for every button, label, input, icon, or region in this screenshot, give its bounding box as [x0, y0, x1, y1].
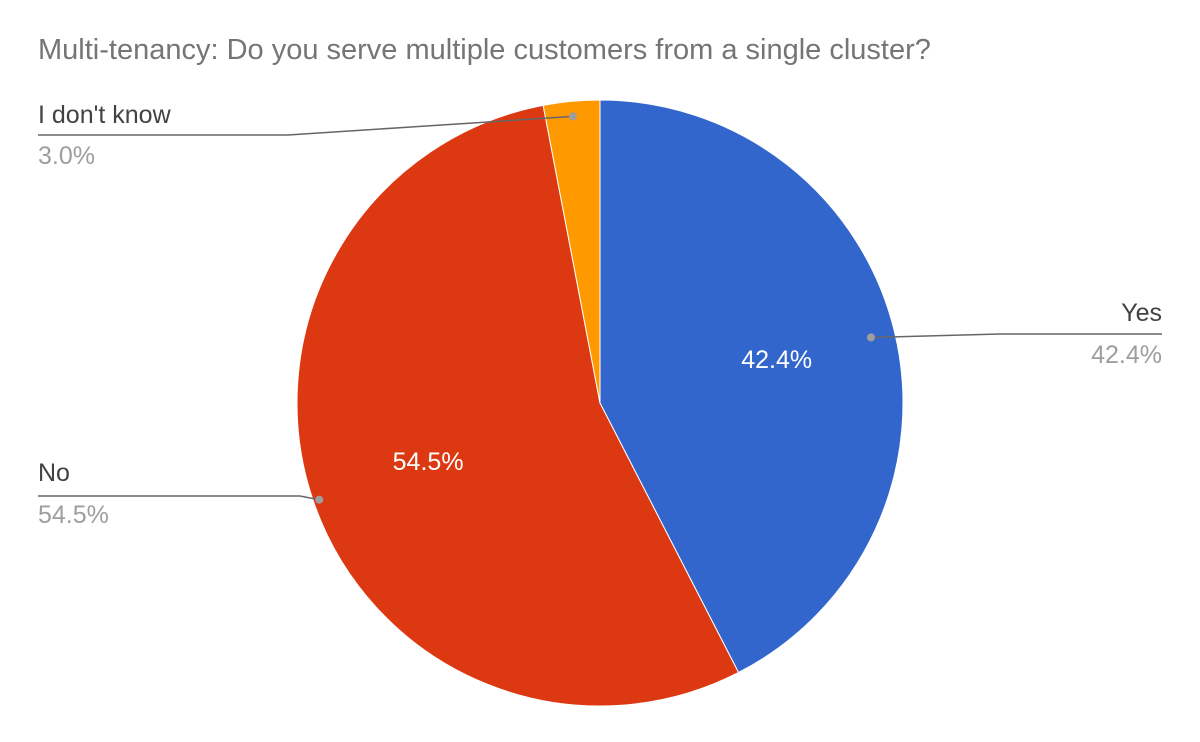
leader-line-i-don-t-know — [38, 115, 573, 136]
leader-dot-yes — [866, 333, 875, 342]
inner-label-yes: 42.4% — [741, 346, 812, 374]
callout-name-no: No — [38, 459, 70, 487]
callout-leaders — [38, 112, 1162, 504]
leader-dot-no — [315, 495, 324, 504]
callout-pct-dont-know: 3.0% — [38, 142, 95, 170]
inner-label-no: 54.5% — [393, 448, 464, 476]
pie-slice-yes — [599, 99, 904, 674]
callout-pct-no: 54.5% — [38, 501, 109, 529]
callout-name-dont-know: I don't know — [38, 101, 171, 129]
leader-dot-i-don-t-know — [568, 112, 577, 121]
leader-line-no — [38, 495, 320, 501]
callout-pct-yes: 42.4% — [1091, 341, 1162, 369]
pie-slice-i-don-t-know — [542, 99, 601, 404]
chart-title: Multi-tenancy: Do you serve multiple cus… — [38, 34, 931, 66]
callout-name-yes: Yes — [1121, 299, 1162, 327]
pie-slice-no — [296, 104, 740, 707]
inner-labels: 42.4% 54.5% — [393, 346, 812, 476]
leader-line-yes — [870, 333, 1162, 339]
pie-slices — [296, 99, 904, 707]
